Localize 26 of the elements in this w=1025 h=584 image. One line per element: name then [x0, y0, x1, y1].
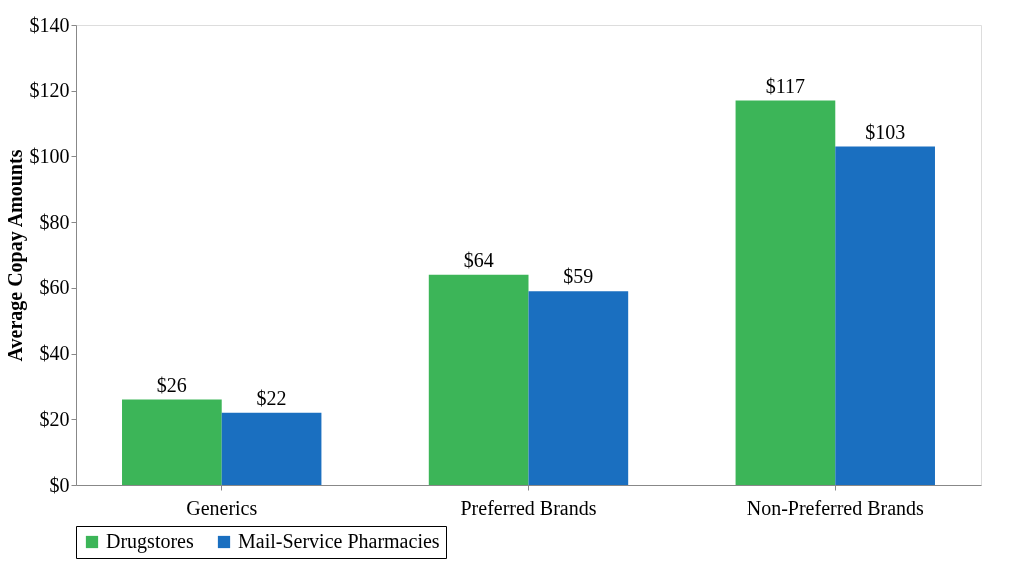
data-label: $117: [765, 74, 806, 97]
bar: [221, 412, 322, 485]
data-label: $26: [156, 373, 187, 396]
bar: [735, 100, 836, 485]
y-tick-label: $0: [49, 473, 70, 496]
data-label: $59: [563, 265, 594, 288]
y-tick-label: $80: [39, 210, 70, 233]
bar: [835, 146, 935, 485]
y-tick-label: $40: [39, 342, 70, 365]
y-tick-label: $140: [29, 13, 70, 36]
legend-label: Drugstores: [106, 530, 194, 553]
legend-label: Mail-Service Pharmacies: [238, 530, 440, 552]
y-axis-title: Average Copay Amounts: [3, 149, 27, 362]
bar: [122, 399, 222, 485]
bar: [428, 274, 529, 485]
bar: [528, 291, 629, 485]
y-tick-label: $100: [29, 144, 70, 167]
data-label: $103: [865, 120, 906, 143]
x-tick-label: Preferred Brands: [460, 496, 597, 519]
x-tick-label: Non-Preferred Brands: [746, 496, 925, 519]
y-tick-label: $20: [39, 407, 70, 430]
data-label: $64: [463, 248, 494, 271]
data-label: $22: [256, 386, 287, 409]
y-tick-label: $120: [29, 79, 70, 102]
x-tick-label: Generics: [186, 496, 258, 519]
y-tick-label: $60: [39, 276, 70, 299]
